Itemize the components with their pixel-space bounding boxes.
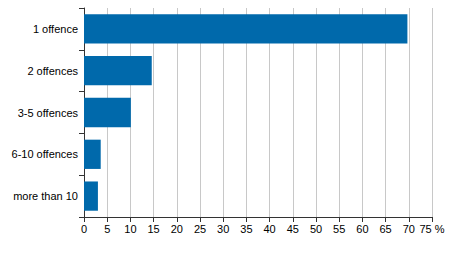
svg-text:0: 0 xyxy=(81,223,87,235)
svg-text:1 offence: 1 offence xyxy=(33,23,78,35)
svg-text:20: 20 xyxy=(171,223,183,235)
svg-text:75 %: 75 % xyxy=(419,223,444,235)
svg-text:3-5 offences: 3-5 offences xyxy=(18,107,79,119)
svg-text:35: 35 xyxy=(240,223,252,235)
svg-text:50: 50 xyxy=(310,223,322,235)
svg-text:2 offences: 2 offences xyxy=(27,65,78,77)
svg-text:6-10 offences: 6-10 offences xyxy=(12,148,79,160)
svg-text:65: 65 xyxy=(379,223,391,235)
svg-text:30: 30 xyxy=(217,223,229,235)
svg-text:more than 10: more than 10 xyxy=(13,190,78,202)
svg-text:25: 25 xyxy=(194,223,206,235)
svg-text:70: 70 xyxy=(403,223,415,235)
svg-text:10: 10 xyxy=(124,223,136,235)
svg-text:15: 15 xyxy=(147,223,159,235)
svg-text:40: 40 xyxy=(263,223,275,235)
svg-text:45: 45 xyxy=(287,223,299,235)
svg-text:60: 60 xyxy=(356,223,368,235)
svg-text:5: 5 xyxy=(104,223,110,235)
svg-text:55: 55 xyxy=(333,223,345,235)
